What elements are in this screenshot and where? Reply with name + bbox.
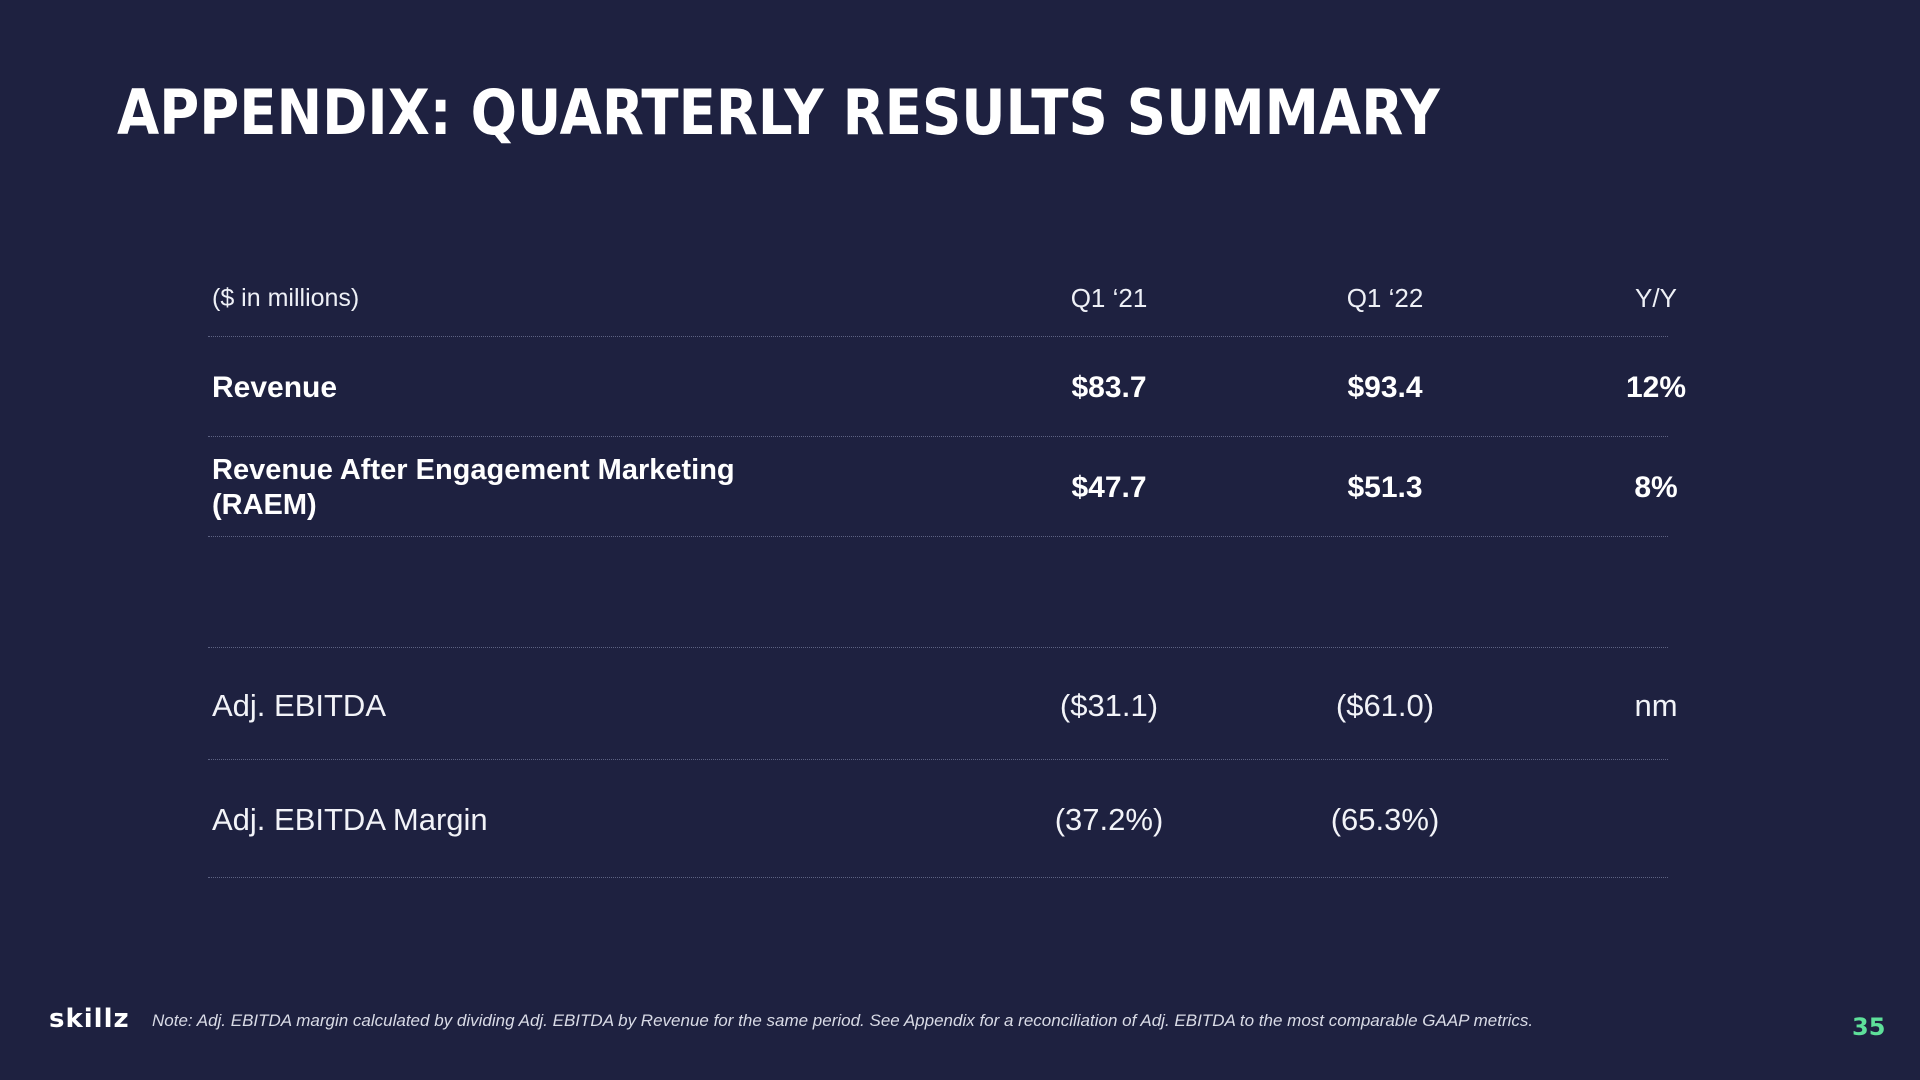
- table-row-adj-ebitda-margin: Adj. EBITDA Margin (37.2%) (65.3%): [208, 800, 1668, 840]
- row-value-q1-21: (37.2%): [1054, 802, 1164, 837]
- section-divider: [208, 647, 1668, 648]
- footnote: Note: Adj. EBITDA margin calculated by d…: [152, 1011, 1534, 1030]
- column-header-q1-22: Q1 ‘22: [1346, 282, 1424, 313]
- row-value-yoy: nm: [1634, 688, 1678, 723]
- row-value-q1-22: ($61.0): [1335, 688, 1435, 723]
- row-divider: [208, 759, 1668, 760]
- units-label: ($ in millions): [212, 283, 360, 312]
- page-number: 35: [1852, 1013, 1886, 1041]
- row-value-q1-22: $93.4: [1347, 371, 1423, 404]
- row-divider: [208, 536, 1668, 537]
- skillz-logo: skillz: [49, 1004, 130, 1034]
- row-value-q1-21: ($31.1): [1059, 688, 1159, 723]
- row-value-q1-22: (65.3%): [1330, 802, 1440, 837]
- row-value-q1-21: $47.7: [1071, 471, 1147, 504]
- row-value-yoy: 12%: [1625, 371, 1687, 404]
- row-label: Adj. EBITDA: [212, 688, 386, 723]
- table-row-raem: Revenue After Engagement Marketing (RAEM…: [208, 450, 1678, 526]
- row-value-q1-21: $83.7: [1071, 371, 1147, 404]
- table-row-adj-ebitda: Adj. EBITDA ($31.1) ($61.0) nm: [208, 686, 1678, 726]
- header-divider: [208, 336, 1668, 337]
- row-label: Revenue: [212, 371, 338, 404]
- table-header-row: ($ in millions) Q1 ‘21 Q1 ‘22 Y/Y: [208, 280, 1677, 316]
- row-label: Adj. EBITDA Margin: [212, 802, 488, 837]
- table-row-revenue: Revenue $83.7 $93.4 12%: [208, 370, 1686, 406]
- slide-title: APPENDIX: QUARTERLY RESULTS SUMMARY: [117, 76, 1440, 149]
- row-value-yoy: 8%: [1634, 471, 1678, 504]
- column-header-yoy: Y/Y: [1635, 282, 1677, 313]
- row-divider: [208, 877, 1668, 878]
- row-label: Revenue After Engagement Marketing (RAEM…: [212, 454, 735, 521]
- results-table: ($ in millions) Q1 ‘21 Q1 ‘22 Y/Y Revenu…: [208, 0, 1686, 1080]
- row-value-q1-22: $51.3: [1347, 471, 1423, 504]
- row-divider: [208, 436, 1668, 437]
- column-header-q1-21: Q1 ‘21: [1070, 282, 1148, 313]
